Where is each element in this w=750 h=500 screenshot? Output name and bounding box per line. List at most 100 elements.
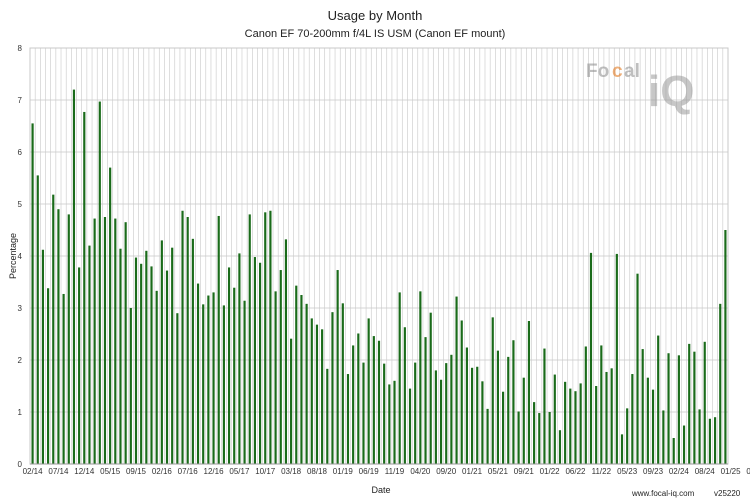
axes: 0 1 2 3 4 5 6 7 8 02/14 07/14 12/14 05/15 09/15 02/16 0… [18, 44, 750, 476]
bar [512, 340, 515, 464]
bar [445, 363, 448, 464]
x-tick-label: 01/21 [462, 467, 483, 476]
x-tick-label: 07/16 [178, 467, 199, 476]
bar [667, 353, 670, 464]
bar [305, 303, 308, 464]
bar [620, 434, 624, 464]
bar [470, 367, 474, 464]
bar [269, 210, 272, 464]
bar [703, 341, 706, 464]
bar [284, 239, 288, 464]
bar [708, 418, 711, 464]
bar [724, 230, 727, 464]
bar [455, 296, 458, 464]
bar [569, 388, 572, 464]
bar [41, 249, 45, 464]
y-tick-label: 8 [18, 44, 23, 53]
bar [36, 175, 39, 464]
y-axis-label: Percentage [8, 233, 18, 279]
x-tick-label: 05/21 [488, 467, 509, 476]
bar [450, 354, 453, 464]
bar [279, 270, 282, 464]
bar [290, 338, 293, 464]
bar [558, 430, 562, 464]
bar [315, 324, 319, 464]
bar [631, 374, 634, 464]
bar [481, 381, 484, 464]
y-tick-label: 2 [18, 356, 23, 365]
bar [258, 262, 262, 464]
focal-iq-logo: Fo c al iQ [586, 61, 694, 116]
bar [93, 218, 96, 464]
bar [698, 409, 701, 464]
x-tick-label: 08/24 [695, 467, 716, 476]
bar [186, 217, 189, 464]
bar [109, 167, 112, 464]
bar [533, 402, 536, 464]
bar [589, 252, 593, 464]
bar [672, 438, 675, 464]
bar [527, 321, 531, 464]
bar [693, 351, 696, 464]
bar [31, 123, 34, 465]
x-tick-label: 02/24 [669, 467, 690, 476]
bar [155, 290, 158, 464]
bar [398, 292, 401, 464]
bar [502, 391, 505, 464]
bar [227, 267, 231, 464]
bar [207, 295, 210, 464]
bar [78, 267, 81, 464]
bar [641, 349, 644, 464]
bar [114, 218, 117, 464]
bar [67, 214, 70, 464]
bar [191, 238, 194, 464]
bar [491, 317, 494, 464]
x-tick-label: 08/18 [307, 467, 328, 476]
bar [295, 285, 298, 464]
bar [352, 345, 355, 464]
logo-text-right: al [624, 61, 640, 82]
bar [517, 411, 520, 464]
bar [429, 312, 432, 464]
bar [57, 209, 60, 464]
footer-version: v25220 [714, 489, 741, 498]
bar [383, 363, 386, 464]
bar [419, 291, 422, 464]
bar [124, 222, 127, 464]
bar [439, 379, 443, 464]
bar [88, 245, 91, 464]
bar [98, 101, 101, 464]
x-axis-label: Date [371, 485, 390, 495]
bar [460, 320, 463, 464]
x-tick-label: 04/20 [410, 467, 431, 476]
bar [119, 248, 122, 464]
footer-site: www.focal-iq.com [631, 489, 695, 498]
x-tick-label: 01/25 [721, 467, 742, 476]
x-tick-label: 01/19 [333, 467, 354, 476]
x-tick-label: 12/16 [204, 467, 225, 476]
x-tick-label: 09/15 [126, 467, 147, 476]
y-tick-label: 6 [18, 148, 23, 157]
bar [657, 335, 660, 464]
bar [651, 389, 655, 464]
bar [331, 312, 334, 464]
bar [103, 217, 107, 464]
x-tick-label: 07/14 [48, 467, 69, 476]
bar [574, 391, 577, 464]
y-tick-label: 7 [18, 96, 23, 105]
bar [377, 340, 381, 464]
bar [688, 343, 691, 464]
bar [388, 384, 391, 464]
x-tick-label: 02/14 [23, 467, 44, 476]
bar [336, 270, 339, 464]
bar [47, 288, 50, 464]
bar [403, 327, 406, 464]
bar [62, 293, 65, 464]
x-tick-label: 12/14 [74, 467, 95, 476]
bar [507, 356, 510, 464]
bar [321, 329, 324, 464]
bar [72, 89, 76, 464]
x-tick-label: 02/16 [152, 467, 173, 476]
bar [713, 417, 717, 464]
